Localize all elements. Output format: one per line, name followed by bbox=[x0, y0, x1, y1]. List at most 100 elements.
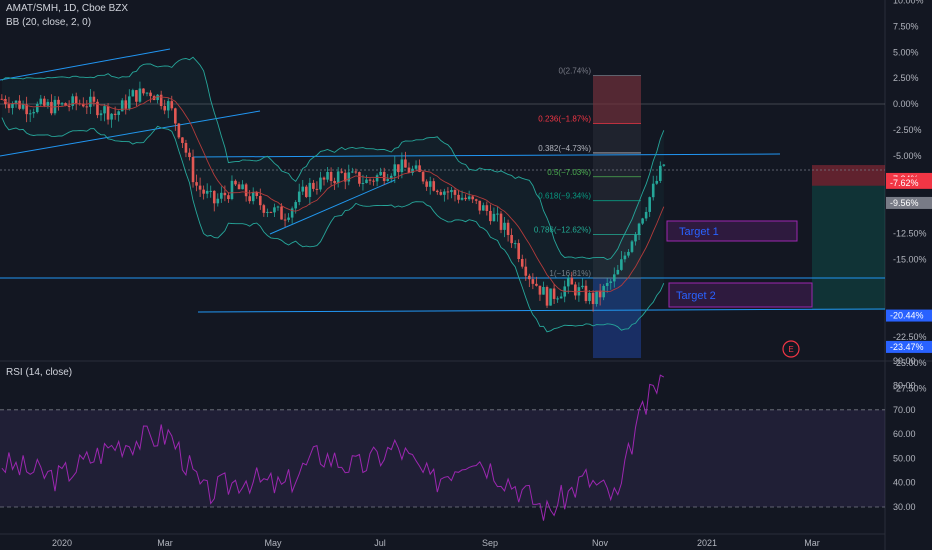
candle-body bbox=[637, 223, 641, 235]
candle-body bbox=[60, 103, 64, 105]
candle-body bbox=[7, 104, 11, 109]
candle-body bbox=[411, 168, 414, 173]
candle-body bbox=[103, 106, 106, 114]
candle-body bbox=[156, 94, 159, 101]
candle-body bbox=[89, 96, 92, 107]
candle-body bbox=[612, 274, 616, 282]
candle-body bbox=[308, 182, 312, 197]
fib-level-label: 0.5(−7.03%) bbox=[547, 168, 591, 177]
candle-body bbox=[262, 205, 266, 213]
candle-body bbox=[266, 211, 269, 213]
fib-band-top bbox=[593, 75, 641, 124]
time-axis-label: Nov bbox=[592, 538, 609, 548]
price-tick-label: 0.00% bbox=[893, 99, 919, 109]
candle-body bbox=[474, 199, 478, 201]
candle-body bbox=[145, 92, 149, 94]
candle-body bbox=[432, 181, 436, 191]
candle-body bbox=[251, 192, 255, 202]
candle-body bbox=[648, 197, 651, 212]
time-axis-label: Jul bbox=[374, 538, 386, 548]
candles-group bbox=[0, 81, 666, 312]
bb-upper-band bbox=[1, 56, 665, 260]
candle-body bbox=[138, 88, 142, 102]
fib-level-label: 0.618(−9.34%) bbox=[538, 192, 591, 201]
candle-body bbox=[662, 164, 666, 166]
candle-body bbox=[333, 180, 336, 184]
candle-body bbox=[517, 243, 521, 259]
fib-level-label: 0.382(−4.73%) bbox=[538, 144, 591, 153]
candle-body bbox=[513, 243, 517, 245]
candle-body bbox=[117, 111, 120, 115]
candle-body bbox=[375, 175, 379, 182]
candle-body bbox=[287, 217, 290, 220]
rsi-tick-label: 50.00 bbox=[893, 453, 916, 463]
candle-body bbox=[386, 179, 390, 181]
candle-body bbox=[651, 183, 655, 198]
candle-body bbox=[283, 219, 287, 221]
price-badge-label: -7.62% bbox=[890, 178, 919, 188]
candle-body bbox=[128, 96, 131, 109]
candle-body bbox=[301, 186, 305, 192]
rsi-tick-label: 40.00 bbox=[893, 478, 916, 488]
candle-body bbox=[312, 182, 315, 189]
rsi-tick-label: 70.00 bbox=[893, 405, 916, 415]
candle-body bbox=[443, 191, 446, 195]
profit-zone bbox=[812, 185, 885, 310]
candle-body bbox=[552, 288, 556, 299]
candle-body bbox=[322, 177, 326, 180]
candle-body bbox=[343, 172, 347, 182]
candle-body bbox=[50, 101, 53, 114]
candle-body bbox=[202, 189, 205, 194]
chart-title: AMAT/SMH, 1D, Cboe BZX bbox=[6, 3, 129, 14]
candle-body bbox=[457, 194, 460, 200]
candle-body bbox=[198, 185, 202, 190]
candle-body bbox=[25, 104, 28, 115]
target-label: Target 2 bbox=[676, 290, 716, 302]
bb-indicator-label: BB (20, close, 2, 0) bbox=[6, 17, 92, 28]
candle-body bbox=[81, 103, 85, 107]
candle-body bbox=[524, 266, 528, 276]
candle-body bbox=[195, 182, 198, 186]
price-tick-label: -27.50% bbox=[893, 384, 927, 394]
candle-body bbox=[372, 180, 375, 182]
candle-body bbox=[32, 112, 36, 114]
candle-body bbox=[492, 213, 496, 222]
candle-body bbox=[595, 290, 598, 305]
candle-body bbox=[446, 191, 450, 193]
fib-level-label: 0.236(−1.87%) bbox=[538, 114, 591, 123]
price-badge bbox=[886, 196, 932, 209]
price-tick-label: 2.50% bbox=[893, 73, 919, 83]
candle-body bbox=[425, 181, 428, 187]
price-badge bbox=[886, 176, 932, 189]
rsi-tick-label: 30.00 bbox=[893, 502, 916, 512]
candle-body bbox=[605, 282, 609, 286]
candle-body bbox=[191, 157, 195, 183]
candle-body bbox=[559, 296, 563, 299]
candle-body bbox=[489, 210, 492, 222]
candle-body bbox=[566, 277, 570, 287]
bb-fill bbox=[1, 57, 664, 332]
wedge-line bbox=[269, 179, 396, 235]
candle-body bbox=[21, 104, 25, 109]
candle-body bbox=[336, 171, 340, 184]
candle-body bbox=[407, 167, 411, 173]
price-tick-label: -5.00% bbox=[893, 151, 922, 161]
price-badge bbox=[886, 340, 932, 353]
candle-body bbox=[428, 181, 432, 187]
candle-body bbox=[368, 179, 372, 181]
candle-body bbox=[467, 196, 471, 200]
candle-body bbox=[96, 101, 99, 116]
candle-body bbox=[347, 172, 351, 182]
candle-body bbox=[181, 137, 184, 143]
candle-body bbox=[450, 190, 453, 193]
candle-body bbox=[280, 206, 283, 220]
candle-body bbox=[166, 101, 170, 111]
candle-body bbox=[220, 192, 223, 199]
candle-body bbox=[358, 172, 361, 184]
price-badge bbox=[886, 309, 932, 322]
candle-body bbox=[170, 101, 174, 109]
candle-body bbox=[584, 285, 588, 302]
candle-body bbox=[591, 292, 595, 305]
candle-body bbox=[35, 103, 39, 113]
